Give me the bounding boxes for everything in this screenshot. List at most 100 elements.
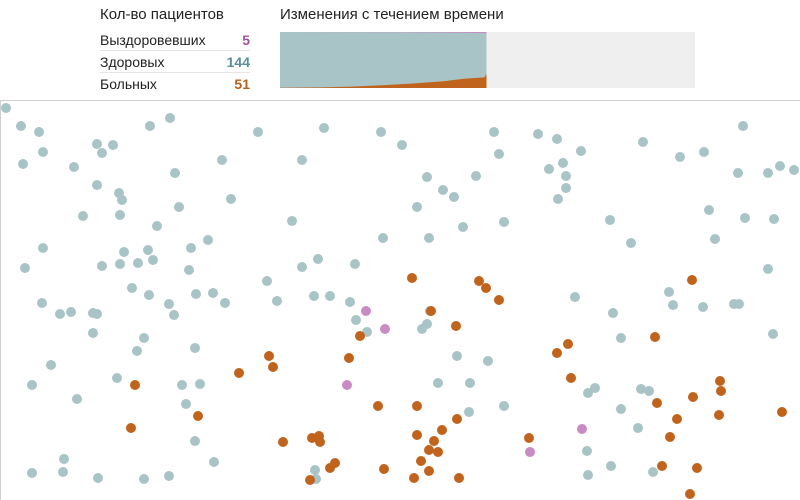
- healthy-person: [143, 245, 153, 255]
- healthy-person: [191, 289, 201, 299]
- sick-person: [566, 373, 576, 383]
- healthy-person: [789, 165, 799, 175]
- healthy-person: [297, 262, 307, 272]
- sick-person: [278, 437, 288, 447]
- recovered-person: [525, 447, 535, 457]
- healthy-person: [203, 235, 213, 245]
- healthy-person: [583, 388, 593, 398]
- sick-person: [715, 376, 725, 386]
- sick-person: [426, 306, 436, 316]
- healthy-person: [471, 171, 481, 181]
- healthy-person: [27, 380, 37, 390]
- healthy-person: [115, 259, 125, 269]
- sick-person: [563, 339, 573, 349]
- healthy-person: [170, 168, 180, 178]
- healthy-person: [272, 296, 282, 306]
- healthy-person: [576, 146, 586, 156]
- healthy-person: [209, 457, 219, 467]
- sick-person: [672, 414, 682, 424]
- healthy-person: [27, 468, 37, 478]
- healthy-person: [310, 465, 320, 475]
- sick-person: [344, 353, 354, 363]
- healthy-person: [738, 121, 748, 131]
- healthy-person: [412, 202, 422, 212]
- healthy-person: [648, 467, 658, 477]
- healthy-person: [313, 254, 323, 264]
- healthy-person: [92, 139, 102, 149]
- healthy-person: [195, 379, 205, 389]
- healthy-person: [190, 436, 200, 446]
- recovered-person: [342, 380, 352, 390]
- healthy-person: [309, 291, 319, 301]
- healthy-person: [698, 302, 708, 312]
- healthy-person: [325, 291, 335, 301]
- healthy-person: [544, 164, 554, 174]
- recovered-label: Выздоровевших: [100, 31, 206, 48]
- healthy-person: [533, 129, 543, 139]
- simulation-area: [0, 100, 800, 500]
- chart-sick-area: [280, 73, 487, 88]
- sick-person: [494, 295, 504, 305]
- sick-person: [355, 331, 365, 341]
- sick-person: [687, 275, 697, 285]
- healthy-person: [127, 283, 137, 293]
- sick-person: [452, 414, 462, 424]
- healthy-person: [69, 162, 79, 172]
- healthy-person: [108, 140, 118, 150]
- healthy-person: [636, 384, 646, 394]
- healthy-person: [262, 276, 272, 286]
- healthy-person: [608, 308, 618, 318]
- sick-person: [665, 432, 675, 442]
- healthy-person: [58, 467, 68, 477]
- healthy-person: [169, 310, 179, 320]
- sick-person: [416, 456, 426, 466]
- healthy-person: [633, 423, 643, 433]
- healthy-person: [117, 195, 127, 205]
- sick-person: [777, 407, 787, 417]
- sick-person: [552, 348, 562, 358]
- healthy-person: [119, 247, 129, 257]
- healthy-person: [148, 255, 158, 265]
- chart-healthy-area: [280, 32, 487, 88]
- healthy-person: [186, 243, 196, 253]
- sick-person: [474, 276, 484, 286]
- healthy-person: [704, 205, 714, 215]
- healthy-person: [253, 127, 263, 137]
- sick-person: [433, 447, 443, 457]
- healthy-person: [38, 147, 48, 157]
- healthy-person: [376, 127, 386, 137]
- healthy-person: [97, 261, 107, 271]
- healthy-person: [422, 319, 432, 329]
- healthy-person: [164, 299, 174, 309]
- healthy-person: [458, 222, 468, 232]
- healthy-person: [489, 127, 499, 137]
- healthy-person: [675, 152, 685, 162]
- healthy-label: Здоровых: [100, 53, 165, 70]
- sick-person: [126, 423, 136, 433]
- healthy-person: [226, 194, 236, 204]
- sick-person: [305, 475, 315, 485]
- healthy-person: [499, 217, 509, 227]
- healthy-person: [616, 333, 626, 343]
- healthy-person: [297, 155, 307, 165]
- healthy-person: [590, 383, 600, 393]
- healthy-person: [1, 103, 11, 113]
- healthy-person: [733, 168, 743, 178]
- time-chart-title: Изменения с течением времени: [280, 6, 504, 23]
- healthy-person: [20, 263, 30, 273]
- healthy-person: [583, 470, 593, 480]
- sick-person: [412, 401, 422, 411]
- sick-person: [315, 437, 325, 447]
- healthy-person: [97, 148, 107, 158]
- healthy-person: [93, 473, 103, 483]
- healthy-person: [217, 155, 227, 165]
- healthy-person: [319, 123, 329, 133]
- header: Кол-во пациентов Выздоровевших 5 Здоровы…: [0, 0, 800, 100]
- sick-person: [268, 362, 278, 372]
- sick-count: 51: [234, 75, 250, 92]
- patient-counts-table: Выздоровевших 5 Здоровых 144 Больных 51: [100, 29, 250, 94]
- healthy-person: [66, 307, 76, 317]
- sick-person: [412, 430, 422, 440]
- healthy-person: [59, 454, 69, 464]
- healthy-person: [449, 192, 459, 202]
